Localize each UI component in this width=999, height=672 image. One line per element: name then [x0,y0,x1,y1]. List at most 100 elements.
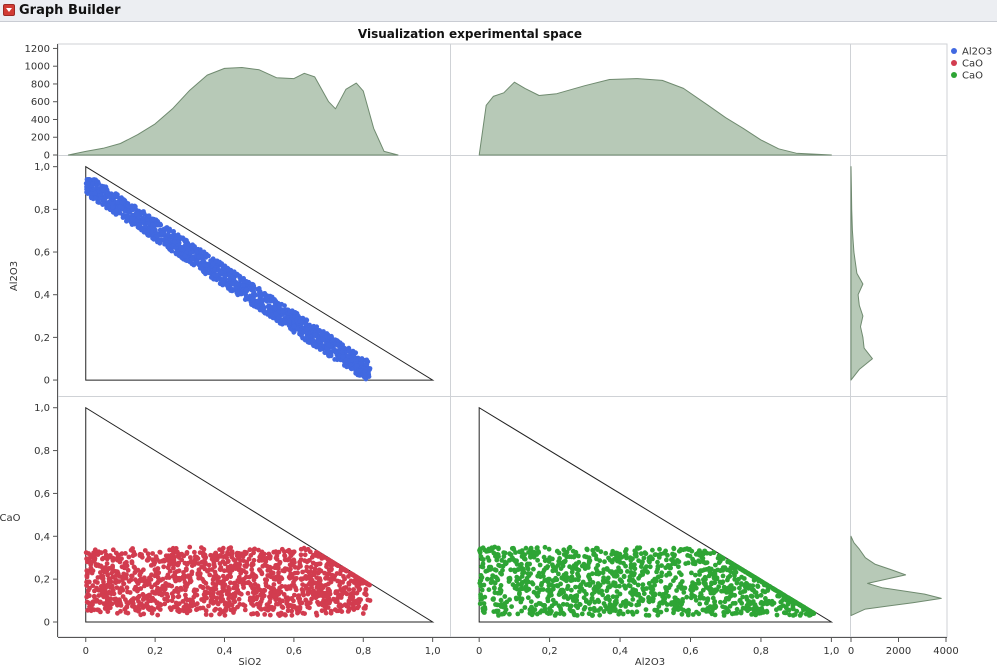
scatter-point [671,545,677,551]
scatter-point [543,565,549,571]
scatter-point [274,318,280,324]
scatter-point [325,342,331,348]
scatter-point [760,588,766,594]
scatter-point [243,564,249,569]
scatter-point [351,587,356,592]
scatter-point [507,551,512,557]
scatter-point [324,594,330,600]
scatter-point [327,599,332,604]
scatter-point [279,611,284,617]
scatter-point [575,571,580,577]
scatter-point [183,592,188,598]
scatter-point [627,583,633,589]
disclosure-red-triangle-icon[interactable] [3,4,15,16]
scatter-point [657,546,662,552]
scatter-point [214,557,220,563]
scatter-point [162,601,168,607]
scatter-point [697,548,702,553]
scatter-point [137,553,143,558]
scatter-point [546,593,552,599]
scatter-point [519,582,524,588]
scatter-point [581,588,587,594]
scatter-point [704,550,710,556]
y-tick-label: 1000 [25,62,50,73]
scatter-point [177,575,183,581]
y-tick-label: 1200 [25,44,50,55]
scatter-point [601,601,607,606]
scatter-point [696,552,702,558]
scatter-point [249,561,255,566]
scatter-point [179,551,185,557]
scatter-point [243,295,249,300]
scatter-point [125,203,131,209]
scatter-point [260,563,266,569]
scatter-point [524,588,529,593]
scatter-point [625,609,631,615]
scatter-point [140,597,146,602]
scatter-point [734,606,740,612]
scatter-point [481,582,487,588]
scatter-point [291,329,297,335]
scatter-point [92,190,98,196]
scatter-point [315,599,320,605]
scatter-point [638,551,644,557]
scatter-point [218,554,224,559]
scatter-point [218,565,224,570]
scatter-point [138,586,144,591]
scatter-point [495,602,500,608]
scatter-point [146,594,152,599]
scatter-point [498,588,504,593]
scatter-point [171,562,177,568]
scatter-point [150,222,156,228]
y-tick-label: 0,6 [34,248,50,259]
scatter-point [122,198,127,204]
scatter-point [485,576,490,582]
scatter-point [545,598,551,604]
scatter-point [701,596,707,601]
scatter-point [632,571,637,576]
scatter-point [759,608,765,613]
scatter-point [519,596,525,602]
scatter-point [707,587,713,593]
scatter-point [622,601,628,606]
scatter-point [183,587,188,593]
scatter-point [563,571,569,576]
scatter-point [326,586,331,592]
scatter-point [98,609,103,615]
scatter-point [257,290,262,295]
scatter-point [316,338,322,344]
scatter-point [259,570,264,575]
scatter-point [295,570,300,576]
scatter-point [164,575,170,580]
x-tick-label: 0,6 [683,646,699,657]
scatter-point [545,579,551,585]
scatter-point [314,612,320,618]
scatter-point [569,554,574,560]
scatter-point [152,567,158,573]
scatter-point [760,601,766,607]
scatter-point [508,567,514,573]
scatter-point [304,564,310,570]
scatter-point [88,565,94,571]
scatter-point [184,566,189,572]
scatter-point [514,578,519,584]
scatter-point [109,201,115,207]
scatter-point [763,596,768,601]
scatter-point [540,603,546,608]
scatter-point [510,555,515,561]
scatter-point [222,602,228,607]
scatter-point [587,606,593,612]
scatter-point [564,574,569,580]
scatter-point [230,595,236,601]
scatter-point [316,561,321,567]
scatter-point [104,561,110,566]
scatter-point [362,579,368,585]
scatter-point [131,549,137,555]
scatter-point [547,555,553,561]
scatter-point [596,599,602,605]
scatter-point [643,612,649,618]
scatter-point [561,611,567,617]
scatter-point [634,602,640,608]
scatter-point [655,564,661,569]
scatter-point [102,549,108,554]
